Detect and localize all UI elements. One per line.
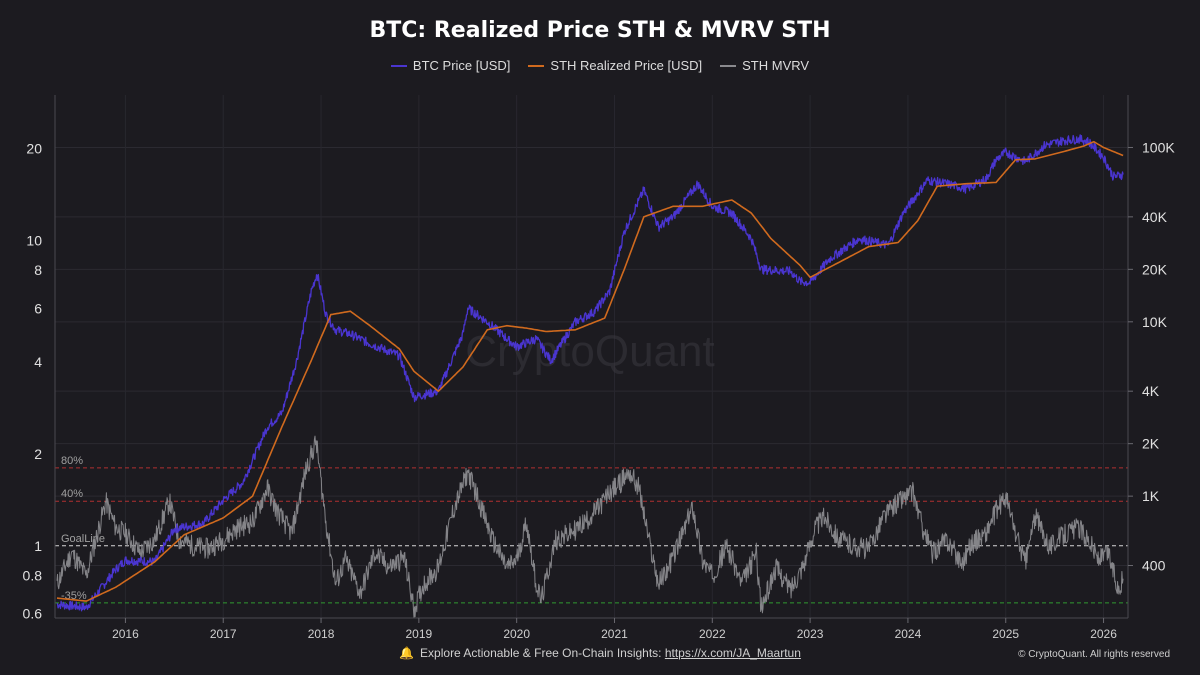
legend-label-btc-price: BTC Price [USD]: [412, 58, 511, 73]
legend-swatch-sth-realized-price: [528, 64, 545, 67]
reference-line-label: 40%: [61, 488, 83, 500]
left-axis-tick-label: 8: [34, 262, 42, 278]
left-axis-tick-label: 6: [34, 300, 42, 316]
legend-swatch-sth-mvrv: [720, 64, 737, 67]
x-axis-tick-label: 2022: [699, 627, 726, 641]
x-axis-tick-label: 2025: [992, 627, 1019, 641]
x-axis-tick-label: 2017: [210, 627, 237, 641]
sth-mvrv-line: [56, 435, 1124, 619]
chart-title: BTC: Realized Price STH & MVRV STH: [369, 18, 831, 43]
footer-note-text: Explore Actionable & Free On-Chain Insig…: [420, 646, 665, 660]
right-axis-tick-label: 4K: [1142, 383, 1160, 399]
right-axis-tick-label: 10K: [1142, 314, 1168, 330]
left-axis-tick-label: 20: [26, 141, 42, 157]
copyright-text: © CryptoQuant. All rights reserved: [1018, 649, 1170, 660]
x-axis-tick-label: 2026: [1090, 627, 1117, 641]
legend-label-sth-mvrv: STH MVRV: [742, 58, 810, 73]
x-axis-tick-label: 2016: [112, 627, 139, 641]
left-axis-tick-label: 4: [34, 354, 42, 370]
x-axis-tick-label: 2024: [895, 627, 922, 641]
right-axis-tick-label: 1K: [1142, 488, 1160, 504]
sth-realized-price-line: [56, 140, 1124, 602]
x-axis-tick-label: 2018: [308, 627, 335, 641]
right-axis-tick-label: 2K: [1142, 436, 1160, 452]
left-axis-tick-label: 10: [26, 233, 42, 249]
reference-line-label: 80%: [61, 455, 83, 467]
legend-item-btc-price[interactable]: BTC Price [USD]: [390, 58, 511, 73]
btc-price-line: [56, 134, 1124, 612]
right-axis-tick-label: 400: [1142, 558, 1166, 574]
legend-label-sth-realized-price: STH Realized Price [USD]: [550, 58, 703, 73]
footer-link[interactable]: https://x.com/JA_Maartun: [664, 646, 801, 660]
x-axis-tick-label: 2020: [503, 627, 530, 641]
left-axis-tick-label: 0.8: [23, 567, 43, 583]
x-axis-tick-label: 2019: [406, 627, 433, 641]
footer-note: 🔔 Explore Actionable & Free On-Chain Insi…: [0, 646, 1200, 660]
bell-icon: 🔔: [399, 646, 415, 660]
axis-layer: 400 1K 2K 4K 10K 20K 40K 100K 0.6 0.8 1 2 4 6 8 10 20 201…: [23, 95, 1175, 641]
x-axis-tick-label: 2021: [601, 627, 628, 641]
reference-lines: 80%40%GoalLine-35%: [55, 455, 1128, 604]
left-axis-tick-label: 0.6: [23, 606, 43, 622]
legend-swatch-btc-price: [390, 64, 407, 67]
chart-legend: BTC Price [USD] STH Realized Price [USD]…: [0, 58, 1200, 73]
grid-layer: [55, 95, 1128, 618]
left-axis-tick-label: 2: [34, 446, 42, 462]
legend-item-sth-realized-price[interactable]: STH Realized Price [USD]: [528, 58, 702, 73]
series-layer: [56, 134, 1124, 619]
right-axis-tick-label: 40K: [1142, 209, 1168, 225]
right-axis-tick-label: 20K: [1142, 261, 1168, 277]
x-axis-tick-label: 2023: [797, 627, 824, 641]
right-axis-tick-label: 100K: [1142, 139, 1175, 155]
legend-item-sth-mvrv[interactable]: STH MVRV: [720, 58, 809, 73]
left-axis-tick-label: 1: [34, 538, 42, 554]
watermark-text: CryptoQuant: [465, 327, 714, 376]
